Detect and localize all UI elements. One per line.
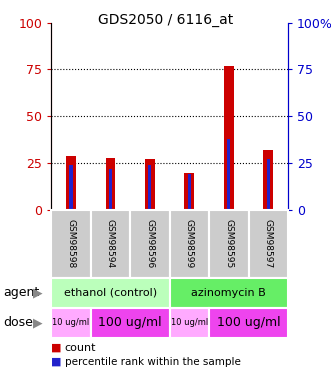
Bar — [169, 278, 288, 308]
Text: ■: ■ — [51, 343, 62, 353]
Text: GSM98594: GSM98594 — [106, 219, 115, 268]
Bar — [148, 165, 152, 210]
Bar — [91, 210, 130, 278]
Bar — [70, 165, 72, 210]
Bar — [130, 210, 169, 278]
Bar — [145, 159, 155, 210]
Bar — [106, 158, 116, 210]
Bar — [109, 169, 112, 210]
Text: ■: ■ — [51, 357, 62, 367]
Bar — [209, 210, 249, 278]
Text: 100 ug/ml: 100 ug/ml — [217, 316, 280, 329]
Bar — [169, 308, 209, 338]
Bar — [66, 156, 76, 210]
Bar — [263, 150, 273, 210]
Text: GSM98599: GSM98599 — [185, 219, 194, 268]
Bar — [184, 172, 194, 210]
Bar — [267, 159, 270, 210]
Bar — [227, 139, 230, 210]
Bar — [188, 174, 191, 210]
Bar — [209, 308, 288, 338]
Text: 10 ug/ml: 10 ug/ml — [52, 318, 90, 327]
Text: ▶: ▶ — [33, 316, 43, 329]
Bar — [249, 210, 288, 278]
Bar — [169, 210, 209, 278]
Text: agent: agent — [3, 286, 40, 299]
Bar — [51, 308, 91, 338]
Text: count: count — [65, 343, 96, 353]
Text: dose: dose — [3, 316, 33, 329]
Text: ▶: ▶ — [33, 286, 43, 299]
Text: GSM98597: GSM98597 — [264, 219, 273, 268]
Text: GSM98598: GSM98598 — [67, 219, 75, 268]
Bar — [91, 308, 169, 338]
Text: 10 ug/ml: 10 ug/ml — [171, 318, 208, 327]
Bar — [51, 278, 169, 308]
Bar — [51, 210, 91, 278]
Text: GSM98596: GSM98596 — [145, 219, 155, 268]
Bar — [224, 66, 234, 210]
Text: GDS2050 / 6116_at: GDS2050 / 6116_at — [98, 13, 233, 27]
Text: azinomycin B: azinomycin B — [191, 288, 266, 297]
Text: percentile rank within the sample: percentile rank within the sample — [65, 357, 240, 367]
Text: ethanol (control): ethanol (control) — [64, 288, 157, 297]
Text: GSM98595: GSM98595 — [224, 219, 233, 268]
Text: 100 ug/ml: 100 ug/ml — [98, 316, 162, 329]
